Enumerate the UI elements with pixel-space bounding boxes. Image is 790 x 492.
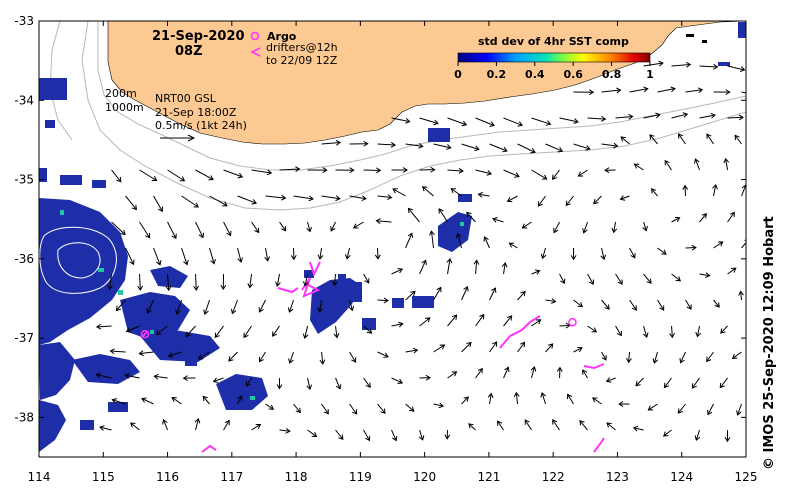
drifter-legend-icon xyxy=(250,47,261,57)
map-time: 08Z xyxy=(175,44,203,59)
y-axis: -33 -34 -35 -36 -37 -38 xyxy=(14,14,746,424)
colorbar-title: std dev of 4hr SST comp xyxy=(478,35,629,48)
y-tick-label: -37 xyxy=(14,331,34,345)
colorbar-tick-label: 0 xyxy=(454,68,462,81)
sst-patches-central xyxy=(304,128,472,334)
eddy-contour-inner xyxy=(57,242,101,279)
drifter-legend-line1: drifters@12h xyxy=(266,41,338,54)
colorbar-tick-label: 0.8 xyxy=(602,68,622,81)
argo-float-marker xyxy=(140,329,150,339)
colorbar xyxy=(457,52,651,63)
sst-patch xyxy=(718,62,730,66)
model-time: 21-Sep 18:00Z xyxy=(155,106,237,119)
credit-text: © IMOS 25-Sep-2020 12:09 Hobart xyxy=(762,216,777,470)
x-tick-label: 116 xyxy=(156,470,179,484)
argo-float-marker xyxy=(568,317,577,327)
x-tick-label: 122 xyxy=(542,470,565,484)
vector-scale-label: 0.5m/s (1kt 24h) xyxy=(155,119,247,132)
x-tick-label: 119 xyxy=(349,470,372,484)
y-tick-label: -35 xyxy=(14,173,34,187)
island xyxy=(702,40,707,43)
x-tick-label: 118 xyxy=(285,470,308,484)
x-tick-label: 121 xyxy=(477,470,500,484)
current-vectors xyxy=(95,60,746,443)
depth-200-label: 200m xyxy=(105,87,137,100)
x-tick-label: 115 xyxy=(92,470,115,484)
model-name: NRT00 GSL xyxy=(155,92,217,105)
colorbar-tick-label: 0.6 xyxy=(563,68,583,81)
drifter-legend-line2: to 22/09 12Z xyxy=(266,54,338,67)
map-date: 21-Sep-2020 xyxy=(152,29,245,44)
argo-legend-icon xyxy=(250,31,260,41)
colorbar-tick-label: 0.2 xyxy=(487,68,507,81)
y-tick-label: -36 xyxy=(14,252,34,266)
map-frame xyxy=(38,20,747,458)
argo-floats xyxy=(140,317,577,339)
y-tick-label: -38 xyxy=(14,410,34,424)
eddy-contour xyxy=(39,226,117,294)
vector-scale-arrow xyxy=(160,134,196,142)
x-tick-label: 114 xyxy=(28,470,51,484)
drifter-tracks xyxy=(141,261,605,453)
x-tick-label: 124 xyxy=(670,470,693,484)
sst-speckles xyxy=(60,210,464,400)
depth-1000-label: 1000m xyxy=(105,101,144,114)
x-tick-label: 120 xyxy=(413,470,436,484)
colorbar-tick-label: 0.4 xyxy=(525,68,545,81)
colorbar-ticks: 0 0.2 0.4 0.6 0.8 1 xyxy=(454,62,654,81)
x-tick-label: 125 xyxy=(735,470,758,484)
x-tick-label: 117 xyxy=(220,470,243,484)
x-axis: 114 115 116 117 118 119 120 121 122 123 124 125 xyxy=(28,21,758,484)
land-mass xyxy=(107,21,746,145)
colorbar-tick-label: 1 xyxy=(646,68,654,81)
sst-patches-west xyxy=(39,78,268,452)
sst-patch xyxy=(738,22,746,38)
contour-200m xyxy=(97,21,746,171)
island xyxy=(686,34,694,37)
y-tick-label: -34 xyxy=(14,93,34,107)
y-tick-label: -33 xyxy=(14,14,34,28)
contour-1000m xyxy=(81,21,746,211)
x-tick-label: 123 xyxy=(606,470,629,484)
argo-legend-label: Argo xyxy=(267,30,297,43)
